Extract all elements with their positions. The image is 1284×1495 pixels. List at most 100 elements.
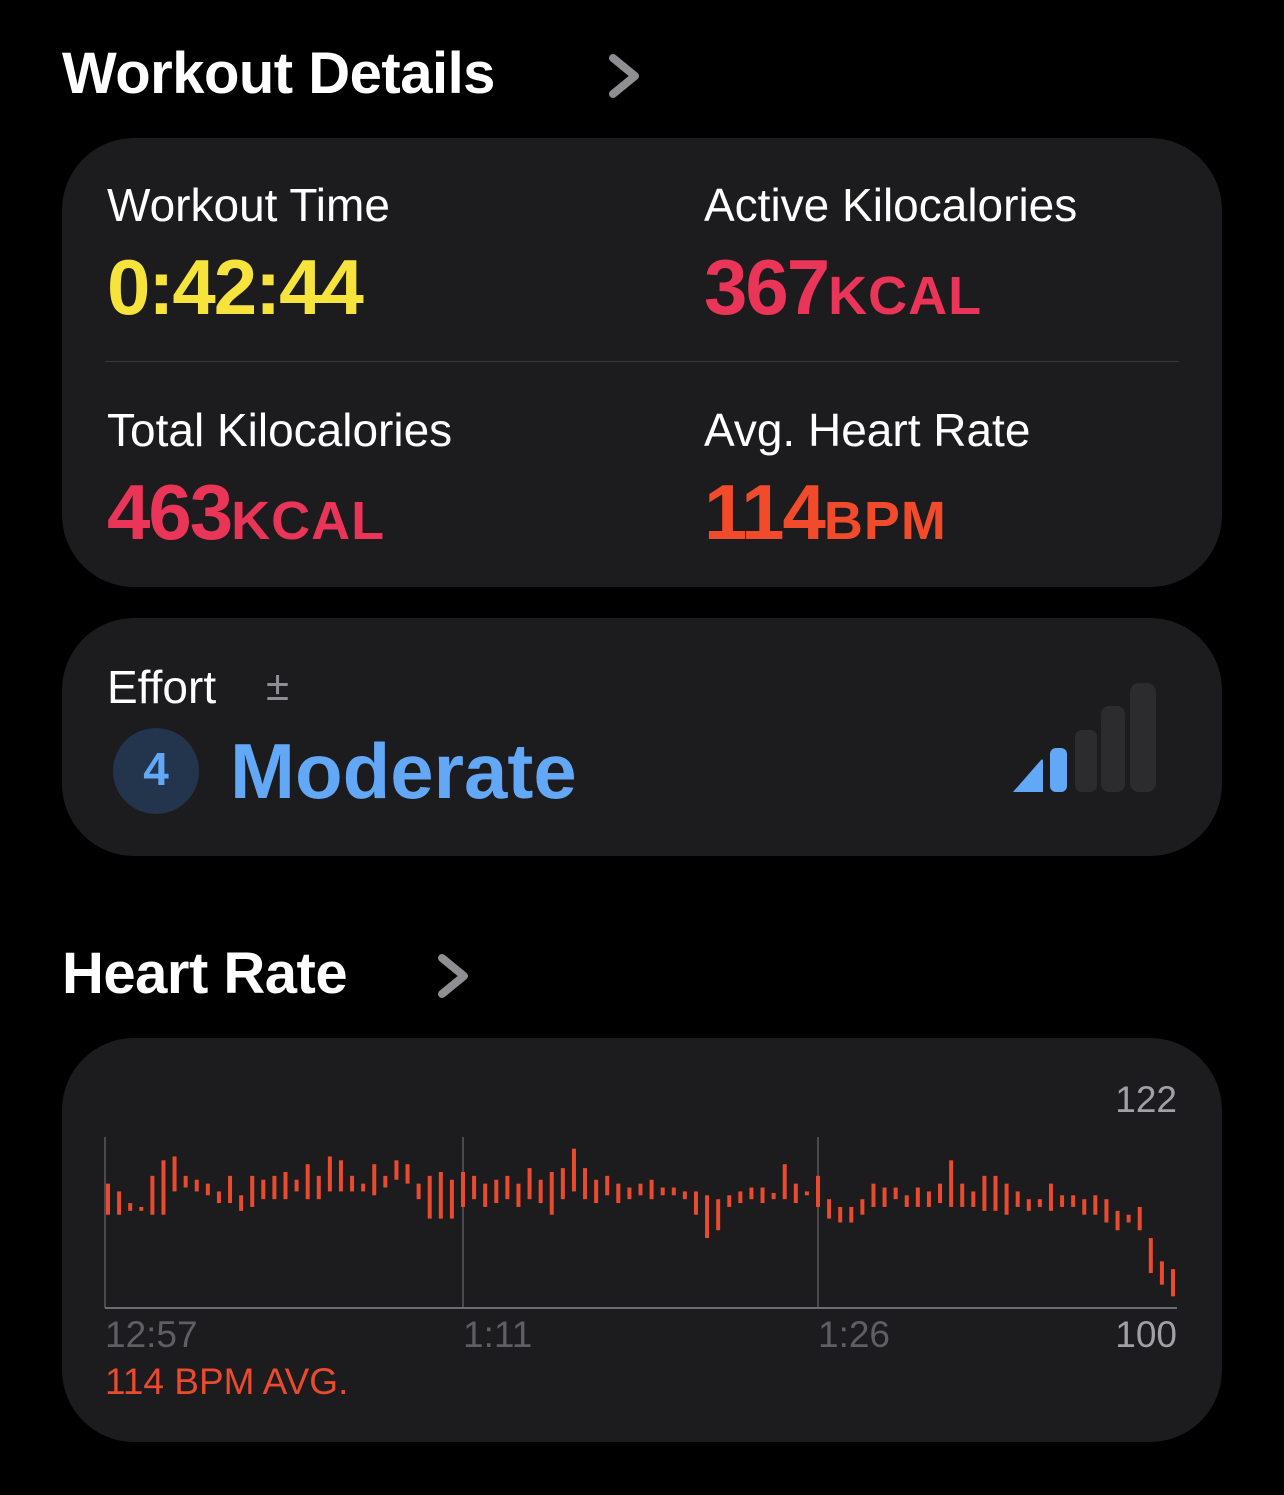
x-tick-label: 1:26 [818,1314,890,1355]
heart-rate-bar [272,1175,277,1200]
heart-rate-bar [693,1191,698,1215]
stat-unit: KCAL [828,266,983,326]
heart-rate-bar [438,1171,443,1219]
heart-rate-bar [782,1164,787,1200]
heart-rate-bar [250,1175,255,1207]
heart-rate-bar [860,1199,865,1215]
heart-rate-bar [716,1199,721,1231]
heart-rate-bar [893,1187,898,1200]
heart-rate-bar [727,1195,732,1207]
section-title[interactable]: Workout Details [62,41,495,106]
heart-rate-bar [416,1183,421,1200]
x-tick-label: 12:57 [105,1314,198,1355]
heart-rate-bar [205,1183,210,1196]
heart-rate-bar [938,1183,943,1204]
stat-unit: BPM [823,491,947,551]
heart-rate-bar [505,1175,510,1200]
chevron[interactable] [434,952,474,1000]
heart-rate-bar [161,1160,166,1215]
heart-rate-bar [117,1191,122,1215]
heart-rate-bar [527,1168,532,1200]
heart-rate-bar [649,1179,654,1200]
effort-badge [113,728,199,814]
heart-rate-bar [705,1195,710,1239]
heart-rate-bar [1071,1195,1076,1207]
heart-rate-bar [904,1195,909,1207]
heart-rate-bar [394,1160,399,1180]
heart-rate-bar [305,1164,310,1200]
heart-rate-bar [749,1187,754,1200]
effort-level: 4 [143,743,169,795]
heart-rate-bar [239,1195,244,1211]
heart-rate-bar [804,1191,809,1196]
heart-rate-card[interactable] [62,1038,1222,1442]
heart-rate-bar [571,1148,576,1192]
heart-rate-bar [1171,1269,1175,1297]
heart-rate-bar [106,1183,110,1215]
heart-rate-bar [982,1175,987,1211]
heart-rate-bar [616,1183,621,1204]
heart-rate-bar [960,1183,965,1207]
heart-rate-bar [139,1206,144,1211]
heart-rate-bar [183,1175,188,1188]
heart-rate-bar [294,1179,299,1192]
heart-rate-bar [172,1156,177,1192]
y-tick-label: 122 [1115,1079,1177,1120]
section-title[interactable]: Heart Rate [62,941,348,1006]
heart-rate-bar [760,1187,765,1204]
heart-rate-bar [560,1168,565,1200]
heart-rate-bar [838,1206,843,1223]
effort-meter [1013,683,1156,792]
heart-rate-bar [638,1183,643,1196]
heart-rate-bar [583,1168,588,1200]
stat-number: 463 [107,468,233,556]
heart-rate-bar [1126,1214,1131,1223]
stats-card [62,138,1222,587]
heart-rate-bar [261,1179,266,1200]
chart-annotation: 114 BPM AVG. [105,1361,348,1402]
heart-rate-bar [372,1164,377,1196]
heart-rate-bar [1159,1261,1164,1285]
heart-rate-bar [671,1187,676,1196]
heart-rate-bar [128,1203,133,1211]
heart-rate-bar [383,1175,388,1188]
heart-rate-bar [871,1183,876,1207]
heart-rate-bar [1093,1195,1098,1215]
heart-rate-bar [405,1164,410,1184]
stat-number: 0:42:44 [107,243,364,331]
heart-rate-bar [461,1171,465,1207]
heart-rate-bar [194,1179,199,1192]
heart-rate-bar [926,1191,931,1207]
heart-rate-bar [682,1191,687,1200]
x-tick-label: 1:11 [463,1314,532,1355]
effort-card[interactable] [62,618,1222,856]
heart-rate-bar [827,1199,832,1219]
heart-rate-bar [915,1187,920,1207]
stat-value: 114BPM [704,467,947,558]
heart-rate-bar [849,1206,854,1223]
heart-rate-bar [771,1192,776,1200]
effort-label: Effort [107,661,217,713]
effort-rating: Moderate [230,727,577,815]
stat-value: 0:42:44 [107,242,364,333]
stat-value: 463KCAL [107,467,385,558]
heart-rate-bar [1004,1183,1009,1215]
y-tick-label: 100 [1115,1314,1177,1355]
heart-rate-bar [949,1160,954,1207]
heart-rate-bar [327,1156,332,1192]
stat-label: Workout Time [107,179,390,231]
stat-label: Active Kilocalories [704,179,1078,231]
heart-rate-bar [549,1171,554,1215]
heart-rate-bar [882,1187,887,1207]
heart-rate-bar [483,1183,488,1207]
heart-rate-bar [538,1179,543,1204]
heart-rate-bar [350,1175,355,1192]
heart-rate-bar [150,1175,155,1215]
heart-rate-bar [472,1175,477,1200]
heart-rate-bar [1148,1238,1153,1274]
divider [105,361,1179,362]
chevron[interactable] [605,52,645,100]
heart-rate-bar [361,1183,366,1192]
